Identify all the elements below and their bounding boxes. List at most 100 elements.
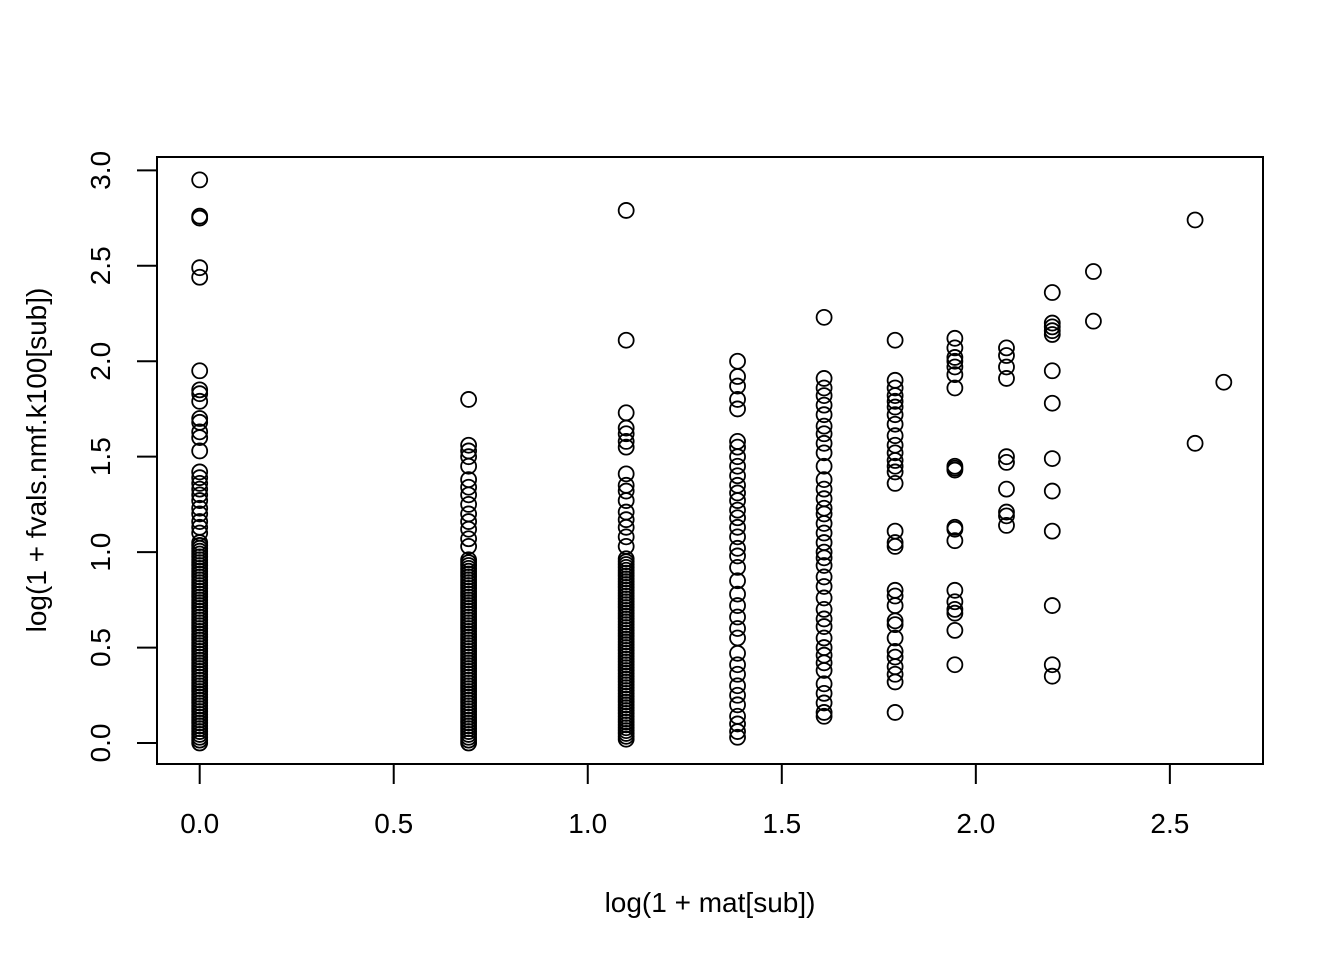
x-tick-label: 0.0: [180, 808, 219, 839]
data-point: [815, 557, 833, 574]
x-tick-label: 2.0: [956, 808, 995, 839]
data-point: [729, 597, 746, 614]
data-point: [729, 707, 746, 725]
data-point: [815, 308, 833, 326]
data-point: [815, 639, 833, 656]
y-tick-label: 2.5: [85, 246, 116, 285]
data-point: [886, 534, 904, 551]
data-point: [815, 629, 833, 647]
data-point: [729, 476, 746, 494]
data-point: [1215, 373, 1233, 391]
data-point: [946, 339, 964, 357]
data-point: [815, 434, 833, 452]
data-point: [1043, 394, 1061, 412]
data-point: [729, 608, 746, 626]
data-point: [998, 516, 1015, 534]
data-point: [729, 391, 746, 408]
data-point: [886, 444, 904, 462]
data-point: [886, 629, 904, 647]
data-point: [191, 423, 209, 441]
data-point: [729, 585, 746, 603]
data-point: [729, 547, 746, 565]
data-point: [460, 513, 478, 530]
data-point: [946, 358, 964, 376]
data-point: [886, 463, 904, 481]
data-point: [617, 438, 635, 456]
data-point: [946, 581, 964, 599]
x-tick-label: 1.5: [762, 808, 801, 839]
data-point: [1043, 326, 1061, 343]
data-point: [815, 646, 833, 664]
data-point: [460, 530, 478, 548]
data-point: [1186, 434, 1204, 452]
data-point: [191, 480, 209, 498]
data-point: [946, 604, 964, 622]
data-point: [729, 352, 746, 370]
data-point: [815, 379, 833, 397]
data-point: [617, 465, 635, 483]
data-point: [1043, 284, 1061, 301]
data-point: [729, 501, 746, 519]
data-point: [815, 694, 833, 712]
data-point: [191, 463, 209, 481]
plot-frame: [156, 156, 1264, 765]
data-point: [729, 572, 746, 590]
data-point: [998, 358, 1015, 376]
data-point: [946, 600, 964, 618]
data-point: [729, 629, 746, 647]
data-point: [886, 457, 904, 475]
data-point: [815, 406, 833, 424]
data-point: [191, 410, 209, 427]
x-axis-label: log(1 + mat[sub]): [605, 887, 816, 918]
data-point: [886, 436, 904, 454]
data-point: [886, 398, 904, 416]
data-point: [191, 505, 209, 523]
data-point: [815, 675, 833, 693]
data-point: [1085, 263, 1102, 280]
data-point: [815, 610, 833, 628]
data-point: [729, 656, 746, 674]
data-point: [946, 593, 964, 611]
data-point: [729, 644, 746, 662]
data-point: [815, 543, 833, 561]
data-point: [946, 366, 964, 384]
data-point: [886, 648, 904, 666]
data-point: [191, 469, 209, 487]
data-point: [729, 715, 746, 733]
data-point: [886, 704, 904, 721]
data-point: [1043, 656, 1061, 674]
data-point: [815, 589, 833, 607]
data-point: [460, 496, 478, 513]
y-tick-label: 0.0: [85, 724, 116, 763]
data-point: [946, 621, 964, 639]
data-point: [815, 425, 833, 443]
data-point: [617, 503, 635, 521]
data-point: [1085, 312, 1102, 330]
data-point: [886, 642, 904, 660]
data-point: [460, 442, 478, 460]
data-point: [886, 371, 904, 389]
data-point: [815, 471, 833, 488]
data-point: [617, 404, 635, 422]
data-point: [729, 457, 746, 475]
data-point: [191, 442, 209, 460]
data-point: [460, 551, 478, 569]
data-point: [191, 381, 209, 399]
data-point: [886, 522, 904, 540]
data-point: [191, 413, 209, 431]
data-point: [886, 392, 904, 410]
y-tick-label: 1.5: [85, 437, 116, 476]
data-point: [729, 728, 746, 746]
data-point: [191, 524, 209, 542]
data-point: [617, 528, 635, 546]
data-point: [729, 696, 746, 714]
data-point: [617, 550, 635, 568]
data-point: [1043, 450, 1061, 467]
data-point: [815, 600, 833, 618]
data-point: [815, 457, 833, 475]
data-point: [460, 478, 478, 496]
data-point: [460, 471, 478, 488]
data-point: [617, 537, 635, 555]
data-point: [729, 484, 746, 502]
data-point: [191, 207, 209, 225]
